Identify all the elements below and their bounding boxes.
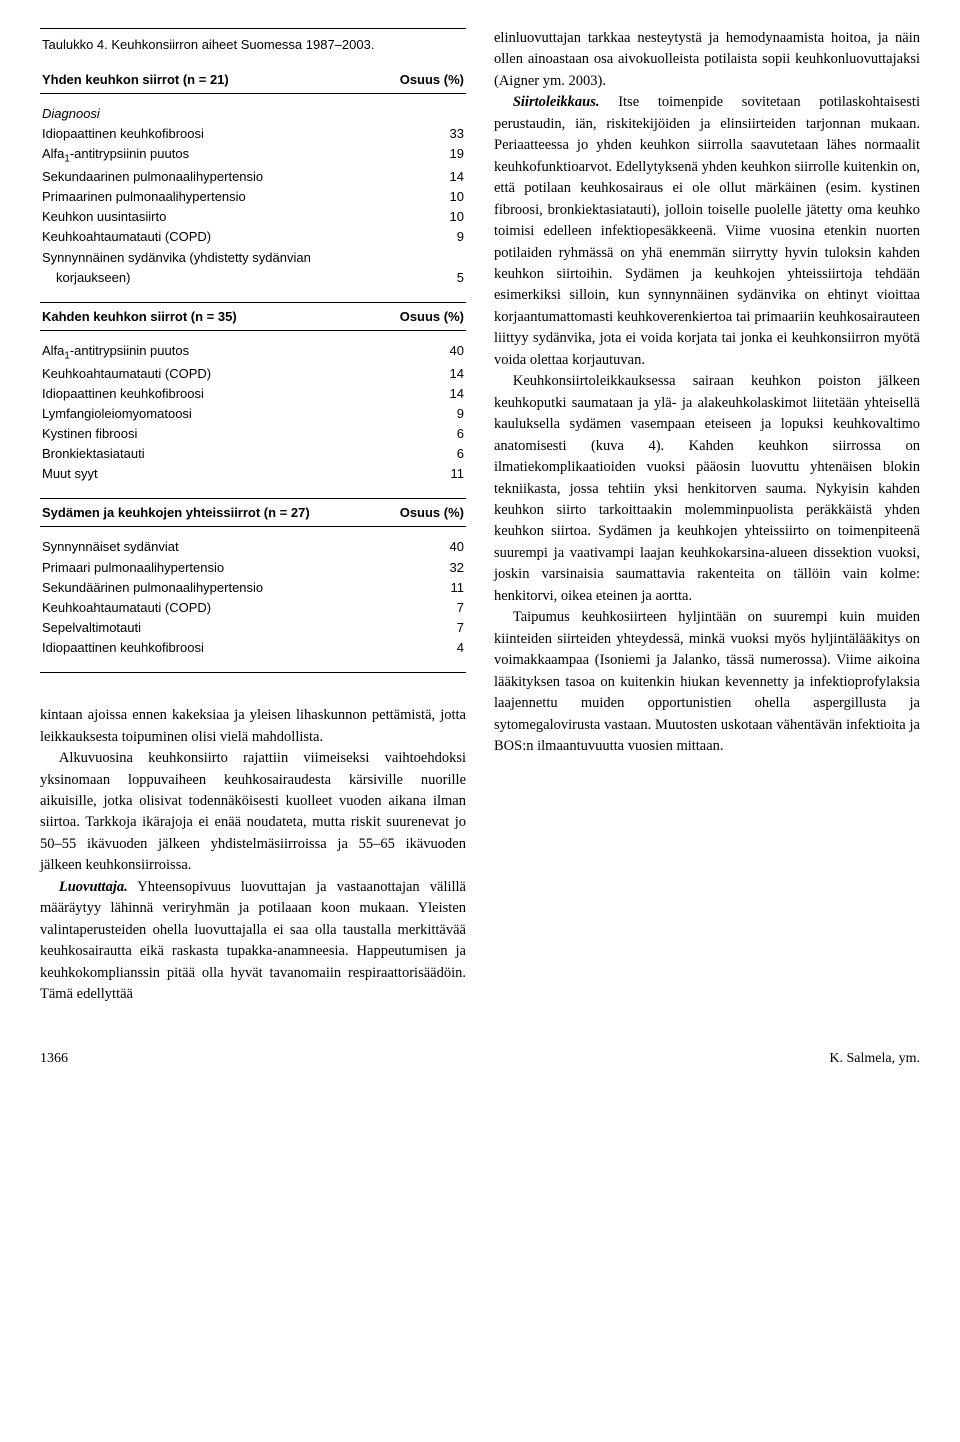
- row-value: 11: [426, 578, 464, 598]
- row-label: Idiopaattinen keuhkofibroosi: [42, 384, 426, 404]
- table-row: Keuhkon uusintasiirto10: [42, 207, 464, 227]
- row-value: 32: [426, 558, 464, 578]
- table-row: Synnynnäinen sydänvika (yhdistetty sydän…: [42, 248, 464, 268]
- table-section-header: Kahden keuhkon siirrot (n = 35) Osuus (%): [40, 302, 466, 331]
- table-row: korjaukseen)5: [42, 268, 464, 288]
- left-p3-runin: Luovuttaja.: [59, 879, 128, 895]
- row-value: 6: [426, 424, 464, 444]
- row-value: 4: [426, 638, 464, 658]
- table-row: Bronkiektasiatauti6: [42, 444, 464, 464]
- row-label: Alfa1-antitrypsiinin puutos: [42, 144, 426, 167]
- table-section-body: Synnynnäiset sydänviat40Primaari pulmona…: [40, 527, 466, 672]
- row-value: 7: [426, 618, 464, 638]
- right-p2-body: Itse toimenpide sovitetaan potilaskohtai…: [494, 94, 920, 367]
- row-value: 9: [426, 227, 464, 247]
- table-title: Taulukko 4. Keuhkonsiirron aiheet Suomes…: [40, 29, 466, 66]
- table-row: Idiopaattinen keuhkofibroosi14: [42, 384, 464, 404]
- row-label: Lymfangioleiomyomatoosi: [42, 404, 426, 424]
- section-header-left: Yhden keuhkon siirrot (n = 21): [42, 72, 229, 87]
- table-section-body: DiagnoosiIdiopaattinen keuhkofibroosi33A…: [40, 94, 466, 302]
- table-section-header: Sydämen ja keuhkojen yhteissiirrot (n = …: [40, 498, 466, 527]
- table-row: Idiopaattinen keuhkofibroosi4: [42, 638, 464, 658]
- left-column: Taulukko 4. Keuhkonsiirron aiheet Suomes…: [40, 28, 466, 1006]
- row-value: 11: [426, 464, 464, 484]
- left-p3: Luovuttaja. Yhteensopivuus luovuttajan j…: [40, 877, 466, 1006]
- row-label: Keuhkon uusintasiirto: [42, 207, 426, 227]
- row-value: 9: [426, 404, 464, 424]
- row-label: korjaukseen): [42, 268, 426, 288]
- row-label: Kystinen fibroosi: [42, 424, 426, 444]
- row-label: Keuhkoahtaumatauti (COPD): [42, 598, 426, 618]
- left-p2: Alkuvuosina keuhkonsiirto rajattiin viim…: [40, 748, 466, 877]
- table-row: Sepelvaltimotauti7: [42, 618, 464, 638]
- section-intro: Diagnoosi: [42, 104, 464, 124]
- section-header-right: Osuus (%): [400, 72, 464, 87]
- table-row: Keuhkoahtaumatauti (COPD)9: [42, 227, 464, 247]
- right-column: elinluovuttajan tarkkaa nesteytystä ja h…: [494, 28, 920, 1006]
- row-label: Idiopaattinen keuhkofibroosi: [42, 124, 426, 144]
- right-p4: Taipumus keuhkosiirteen hyljintään on su…: [494, 607, 920, 757]
- row-label: Sekundaarinen pulmonaalihypertensio: [42, 167, 426, 187]
- section-header-right: Osuus (%): [400, 309, 464, 324]
- left-p3-body: Yhteensopivuus luovuttajan ja vastaanott…: [40, 879, 466, 1002]
- row-value: 14: [426, 384, 464, 404]
- row-label: Sekundäärinen pulmonaalihypertensio: [42, 578, 426, 598]
- page-footer: 1366 K. Salmela, ym.: [40, 1051, 920, 1067]
- row-label: Keuhkoahtaumatauti (COPD): [42, 227, 426, 247]
- row-value: 14: [426, 364, 464, 384]
- row-value: 14: [426, 167, 464, 187]
- row-value: 5: [426, 268, 464, 288]
- page-number: 1366: [40, 1051, 68, 1067]
- row-label: Primaari pulmonaalihypertensio: [42, 558, 426, 578]
- row-value: [426, 248, 464, 268]
- table-section-header: Yhden keuhkon siirrot (n = 21) Osuus (%): [40, 66, 466, 94]
- row-label: Synnynnäinen sydänvika (yhdistetty sydän…: [42, 248, 426, 268]
- row-label: Muut syyt: [42, 464, 426, 484]
- table-row: Keuhkoahtaumatauti (COPD)7: [42, 598, 464, 618]
- left-prose: kintaan ajoissa ennen kakeksiaa ja yleis…: [40, 705, 466, 1005]
- row-label: Idiopaattinen keuhkofibroosi: [42, 638, 426, 658]
- row-value: 40: [426, 341, 464, 364]
- footer-author: K. Salmela, ym.: [829, 1051, 920, 1067]
- table-row: Primaari pulmonaalihypertensio32: [42, 558, 464, 578]
- row-label: Bronkiektasiatauti: [42, 444, 426, 464]
- section-header-left: Kahden keuhkon siirrot (n = 35): [42, 309, 237, 324]
- right-p2-runin: Siirtoleikkaus.: [513, 94, 600, 110]
- row-value: 10: [426, 187, 464, 207]
- row-label: Primaarinen pulmonaalihypertensio: [42, 187, 426, 207]
- right-p1: elinluovuttajan tarkkaa nesteytystä ja h…: [494, 28, 920, 92]
- table-row: Synnynnäiset sydänviat40: [42, 537, 464, 557]
- section-header-left: Sydämen ja keuhkojen yhteissiirrot (n = …: [42, 505, 310, 520]
- table-row: Keuhkoahtaumatauti (COPD)14: [42, 364, 464, 384]
- row-value: 19: [426, 144, 464, 167]
- row-label: Keuhkoahtaumatauti (COPD): [42, 364, 426, 384]
- table-section-body: Alfa1-antitrypsiinin puutos40Keuhkoahtau…: [40, 331, 466, 499]
- row-label: Alfa1-antitrypsiinin puutos: [42, 341, 426, 364]
- table-row: Alfa1-antitrypsiinin puutos19: [42, 144, 464, 167]
- row-label: Sepelvaltimotauti: [42, 618, 426, 638]
- table-row: Primaarinen pulmonaalihypertensio10: [42, 187, 464, 207]
- row-value: 6: [426, 444, 464, 464]
- page-columns: Taulukko 4. Keuhkonsiirron aiheet Suomes…: [40, 28, 920, 1006]
- table-4: Taulukko 4. Keuhkonsiirron aiheet Suomes…: [40, 28, 466, 673]
- row-value: 10: [426, 207, 464, 227]
- table-row: Sekundäärinen pulmonaalihypertensio11: [42, 578, 464, 598]
- table-row: Idiopaattinen keuhkofibroosi33: [42, 124, 464, 144]
- table-row: Kystinen fibroosi6: [42, 424, 464, 444]
- table-row: Lymfangioleiomyomatoosi9: [42, 404, 464, 424]
- right-p3: Keuhkonsiirtoleikkauksessa sairaan keuhk…: [494, 371, 920, 607]
- row-value: 7: [426, 598, 464, 618]
- table-row: Muut syyt11: [42, 464, 464, 484]
- left-p1: kintaan ajoissa ennen kakeksiaa ja yleis…: [40, 705, 466, 748]
- row-value: 33: [426, 124, 464, 144]
- row-value: 40: [426, 537, 464, 557]
- table-row: Alfa1-antitrypsiinin puutos40: [42, 341, 464, 364]
- row-label: Synnynnäiset sydänviat: [42, 537, 426, 557]
- table-row: Sekundaarinen pulmonaalihypertensio14: [42, 167, 464, 187]
- right-p2: Siirtoleikkaus. Itse toimenpide soviteta…: [494, 92, 920, 371]
- section-header-right: Osuus (%): [400, 505, 464, 520]
